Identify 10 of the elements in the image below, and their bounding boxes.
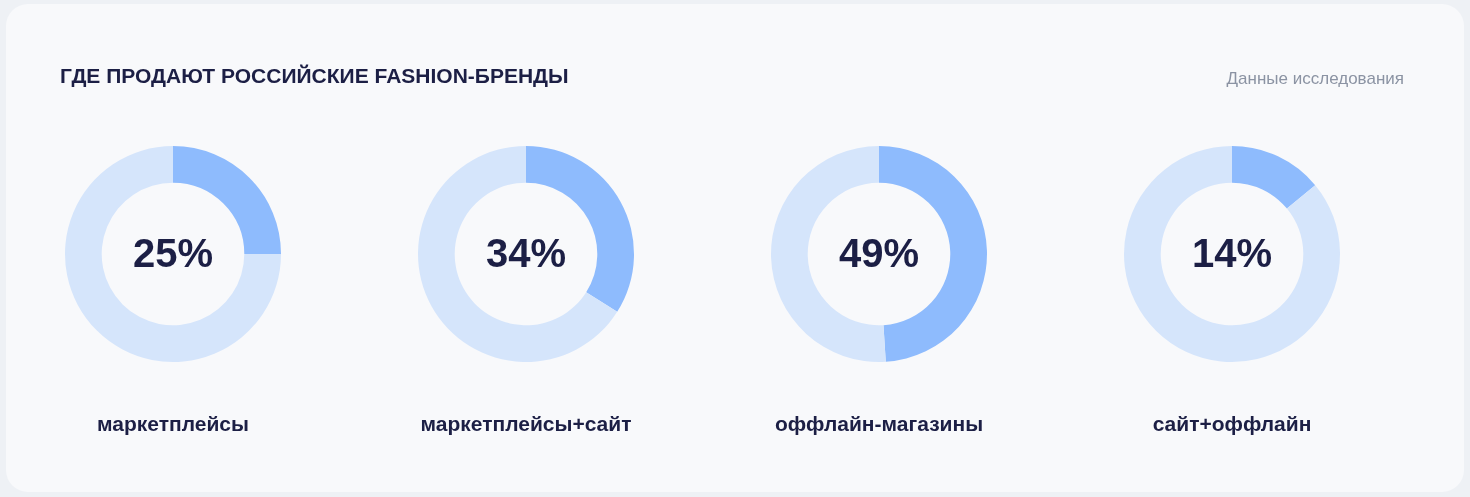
text: оффлайн-магазины bbox=[773, 412, 985, 436]
text: Данные исследования bbox=[1226, 69, 1404, 89]
text: ГДЕ ПРОДАЮТ РОССИЙСКИЕ FASHION-БРЕНДЫ bbox=[60, 64, 569, 88]
text: сайт+оффлайн bbox=[1151, 412, 1313, 436]
text: маркетплейсы+сайт bbox=[419, 412, 633, 436]
text: маркетплейсы bbox=[96, 412, 250, 436]
data-label: 14% bbox=[1191, 231, 1273, 276]
data-label: 34% bbox=[485, 231, 567, 276]
data-label: 49% bbox=[838, 231, 920, 276]
data-label: 25% bbox=[132, 231, 214, 276]
